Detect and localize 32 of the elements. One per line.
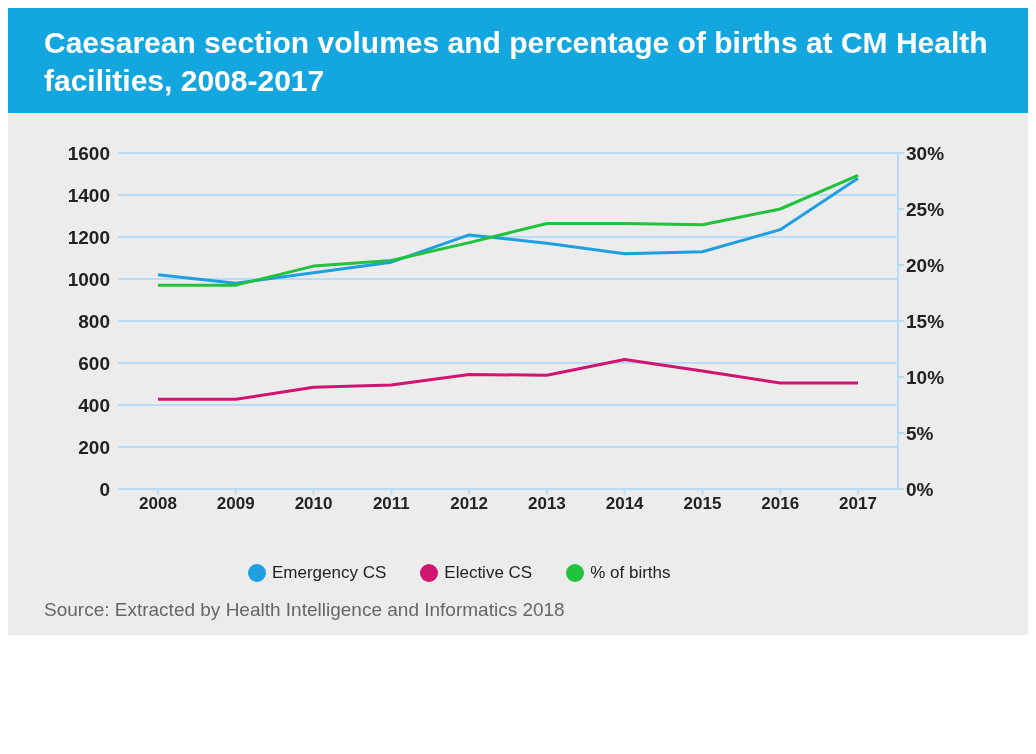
y-tick-label: 1000 [67,268,110,290]
y2-tick-label: 10% [906,366,945,388]
x-tick-label: 2010 [294,494,333,514]
y-tick-label: 1400 [67,184,110,206]
y2-tick-label: 5% [906,422,934,444]
y-tick-label: 800 [78,310,110,332]
legend-label: Elective CS [443,563,533,583]
y-tick-label: 1200 [67,226,110,248]
x-tick-label: 2013 [527,494,566,514]
y2-tick-label: 25% [906,198,945,220]
x-tick-label: 2014 [605,494,645,514]
y-tick-label: 400 [78,394,110,416]
legend-label: % of births [589,563,671,583]
y2-tick-label: 30% [906,142,945,164]
y-tick-label: 1600 [67,142,110,164]
x-tick-label: 2008 [139,494,177,514]
x-tick-label: 2017 [839,494,877,514]
y2-tick-label: 0% [906,478,934,500]
x-tick-label: 2016 [761,494,800,514]
x-tick-label: 2012 [450,494,489,514]
line-series [156,357,860,401]
y2-tick-label: 20% [906,254,945,276]
x-tick-label: 2015 [683,494,722,514]
x-tick-label: 2011 [372,494,410,514]
y-tick-label: 600 [78,352,110,374]
legend-label: Emergency CS [271,563,387,583]
y-tick-label: 200 [78,436,110,458]
source-note: Source: Extracted by Health Intelligence and Informatics 2018 [43,598,566,622]
chart-title: Caesarean section volumes and percentage of births at CM Health facilities, 2008-2017 [8,8,1028,113]
y-tick-label: 0 [99,478,110,500]
x-tick-label: 2009 [216,494,255,514]
y2-tick-label: 15% [906,310,945,332]
